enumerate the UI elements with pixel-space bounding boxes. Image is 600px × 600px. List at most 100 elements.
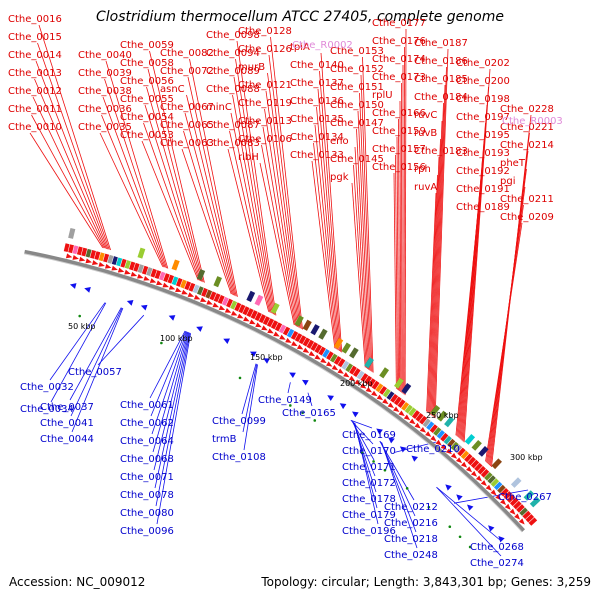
forward-leader-line (229, 130, 271, 313)
reverse-gene-label: Cthe_0171 (342, 462, 396, 473)
forward-gene-label: Cthe_0053 (120, 130, 174, 141)
forward-leader-line (430, 120, 443, 415)
reverse-leader-line (151, 331, 188, 435)
forward-leader-line (399, 100, 402, 392)
forward-gene-label: Cthe_0156 (372, 162, 426, 173)
forward-gene-label: Cthe_0012 (8, 86, 62, 97)
scale-label: 200 kbp (340, 379, 373, 388)
feature-block (371, 380, 380, 390)
feature-block (408, 407, 417, 417)
forward-gene-label: Cthe_0183 (414, 146, 468, 157)
feature-block (72, 245, 79, 255)
reverse-gene-label: Cthe_0080 (120, 508, 174, 519)
forward-strand-arrow (181, 289, 188, 295)
feature-block (217, 295, 225, 304)
reverse-strand-arrow (196, 326, 203, 332)
forward-strand-arrow (130, 271, 138, 277)
reverse-leader-line (155, 332, 191, 507)
genome-backbone (24, 249, 526, 533)
forward-strand-arrow (91, 260, 99, 265)
forward-gene-label: Cthe_0150 (330, 100, 384, 111)
feature-block-outer (310, 324, 320, 336)
forward-leader-line (262, 126, 297, 327)
forward-gene-label: Cthe_0133 (290, 150, 344, 161)
feature-block-outer (349, 347, 359, 359)
feature-block (137, 264, 144, 274)
forward-gene-label: asnC (160, 84, 185, 95)
reverse-gene-label: Cthe_0267 (498, 492, 552, 503)
forward-strand-arrow (98, 261, 105, 267)
feature-block (266, 318, 275, 328)
forward-strand-arrow (124, 269, 131, 275)
forward-leader-line (360, 74, 373, 372)
forward-strand-arrow (440, 444, 447, 450)
forward-strand-arrow (376, 394, 384, 401)
feature-block-outer (302, 319, 312, 331)
feature-block (141, 265, 149, 275)
feature-block (326, 351, 334, 361)
forward-leader-line (317, 88, 340, 352)
forward-leader-line (183, 130, 233, 295)
forward-strand-arrow (308, 351, 316, 357)
feature-block (242, 306, 250, 316)
reverse-leader-line (70, 307, 123, 417)
reverse-leader-line (379, 440, 415, 501)
feature-block (429, 424, 438, 433)
forward-strand-arrow (419, 426, 427, 433)
forward-strand-arrow (435, 439, 442, 446)
reverse-strand-arrow (411, 455, 419, 462)
reverse-strand-arrow (289, 372, 296, 379)
forward-gene-label: Cthe_0015 (8, 32, 62, 43)
reverse-gene-label: Cthe_0032 (20, 382, 74, 393)
forward-strand-arrow (393, 406, 400, 413)
forward-leader-line (227, 148, 270, 312)
gene-dot (458, 535, 462, 539)
forward-gene-label: Cthe_0198 (456, 94, 510, 105)
forward-leader-line (259, 162, 295, 326)
forward-strand-arrow (460, 461, 468, 468)
forward-leader-line (429, 138, 441, 414)
reverse-strand-arrow (488, 525, 495, 532)
feature-block-outer (529, 496, 541, 508)
feature-block (379, 385, 388, 395)
scale-ticks: 50 kbp 100 kbp 150 kbp 200 kbp 250 kbp 300 kb… (68, 322, 543, 462)
forward-leader-line (432, 84, 446, 417)
forward-leader-line (105, 60, 169, 269)
feature-block (419, 415, 428, 425)
feature-block (286, 328, 295, 338)
forward-gene-label: Cthe_0200 (456, 76, 510, 87)
reverse-leader-line (436, 486, 501, 541)
forward-gene-label: Cthe_0128 (238, 26, 292, 37)
gene-dot (372, 460, 375, 463)
feature-block (171, 276, 179, 286)
forward-gene-label: Cthe_0177 (372, 18, 426, 29)
reverse-strand-arrow (456, 494, 463, 501)
feature-block (103, 253, 110, 263)
forward-strand-arrow (382, 398, 389, 405)
feature-block-outer (523, 490, 535, 501)
feature-block (270, 320, 279, 330)
forward-leader-line (37, 42, 110, 250)
feature-block (180, 279, 187, 289)
forward-strand-arrow (326, 361, 333, 367)
feature-block (298, 335, 307, 345)
feature-block (525, 514, 535, 523)
forward-leader-line (319, 70, 341, 352)
gene-dot (360, 451, 364, 455)
reverse-leader-line (49, 302, 106, 381)
reverse-gene-label: Cthe_0068 (120, 454, 174, 465)
forward-gene-label: Cthe_0035 (78, 122, 132, 133)
reverse-gene-label: Cthe_0034 (20, 404, 74, 415)
forward-gene-label: Cthe_0214 (500, 140, 554, 151)
forward-gene-label: Cthe_0106 (238, 134, 292, 145)
forward-gene-label: Cthe_0193 (456, 148, 510, 159)
feature-block (94, 251, 101, 260)
feature-block (258, 314, 266, 324)
feature-block (154, 270, 162, 280)
forward-leader-line (313, 142, 337, 349)
reverse-gene-label: Cthe_0274 (470, 558, 524, 569)
forward-strand-arrow (495, 494, 502, 501)
gene-dot (468, 545, 472, 549)
